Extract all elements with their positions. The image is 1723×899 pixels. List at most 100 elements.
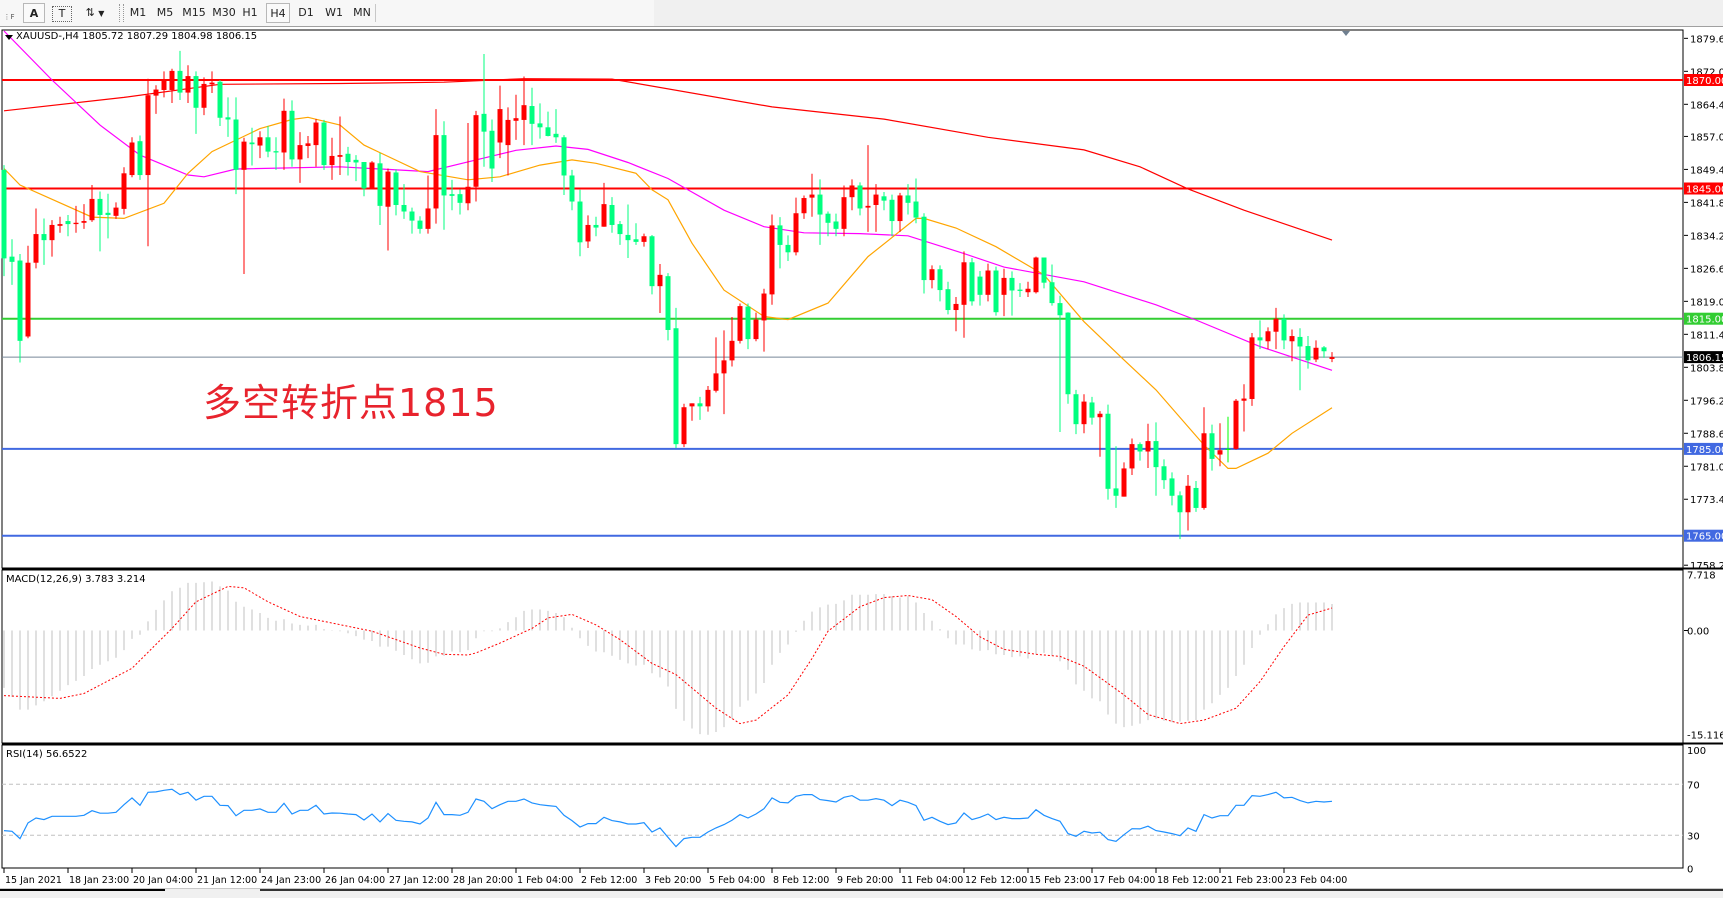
candle bbox=[97, 191, 103, 252]
timeframe-mn-button[interactable]: MN bbox=[353, 6, 371, 19]
text-box-button[interactable]: T bbox=[52, 6, 72, 22]
candle bbox=[313, 119, 319, 167]
candle-body bbox=[513, 118, 519, 121]
candle bbox=[777, 217, 783, 269]
candle bbox=[617, 221, 623, 245]
chart-tab[interactable] bbox=[260, 889, 1723, 899]
candle-body bbox=[1, 169, 7, 259]
candle-body bbox=[1209, 433, 1215, 459]
candle-body bbox=[177, 70, 183, 93]
candle-body bbox=[1105, 413, 1111, 489]
candle-body bbox=[617, 224, 623, 235]
candle bbox=[489, 119, 495, 182]
candle-body bbox=[1073, 394, 1079, 425]
candle-body bbox=[641, 236, 647, 242]
candle-body bbox=[1137, 444, 1143, 452]
candle-body bbox=[1329, 357, 1335, 359]
arrows-button[interactable]: ⇅ ▼ bbox=[80, 3, 110, 23]
candle bbox=[497, 85, 503, 159]
rsi-tick-label: 0 bbox=[1687, 865, 1693, 876]
candle bbox=[1, 165, 7, 277]
rsi-line bbox=[3, 788, 1333, 848]
timeframe-d1-button[interactable]: D1 bbox=[298, 6, 314, 19]
candle bbox=[545, 111, 551, 137]
macd-panel bbox=[1, 569, 1684, 744]
candle bbox=[633, 223, 639, 245]
symbol-menu-icon[interactable] bbox=[5, 35, 13, 40]
chart-shift-icon[interactable] bbox=[1342, 31, 1350, 36]
candle-body bbox=[481, 113, 487, 132]
time-tick-label: 15 Feb 23:00 bbox=[1029, 875, 1091, 886]
candle-body bbox=[1081, 401, 1087, 425]
candle bbox=[193, 71, 199, 134]
candle bbox=[393, 169, 399, 216]
candle bbox=[233, 97, 239, 195]
candle-body bbox=[337, 155, 343, 157]
candle-body bbox=[409, 211, 415, 221]
candle bbox=[465, 122, 471, 211]
candle-body bbox=[1225, 448, 1231, 450]
candle-body bbox=[257, 137, 263, 146]
price-tick-label: 1803.80 bbox=[1690, 363, 1723, 374]
grid-icon[interactable]: ⋮F bbox=[3, 13, 15, 21]
candle-body bbox=[537, 123, 543, 128]
timeframe-m1-button[interactable]: M1 bbox=[129, 6, 147, 19]
candle bbox=[369, 161, 375, 189]
candle-body bbox=[921, 216, 927, 281]
candle bbox=[177, 50, 183, 100]
candle bbox=[409, 207, 415, 234]
candle bbox=[1121, 462, 1127, 497]
time-tick-label: 11 Feb 04:00 bbox=[901, 875, 963, 886]
candle-body bbox=[1241, 398, 1247, 401]
timeframe-h4-button[interactable]: H4 bbox=[266, 3, 290, 23]
candle bbox=[1145, 423, 1151, 468]
price-tick-label: 1872.00 bbox=[1690, 67, 1723, 78]
candle-body bbox=[601, 204, 607, 227]
candle-body bbox=[681, 407, 687, 445]
candle-body bbox=[969, 262, 975, 302]
candle bbox=[17, 254, 23, 363]
candle bbox=[513, 94, 519, 140]
candle-body bbox=[521, 105, 527, 120]
price-label-bg bbox=[1684, 182, 1723, 195]
time-tick-label: 20 Jan 04:00 bbox=[133, 875, 193, 886]
timeframe-w1-button[interactable]: W1 bbox=[325, 6, 343, 19]
candle bbox=[1217, 423, 1223, 467]
candle bbox=[689, 403, 695, 421]
candle bbox=[1161, 459, 1167, 489]
candle-body bbox=[945, 289, 951, 311]
candle bbox=[625, 204, 631, 258]
candle bbox=[385, 168, 391, 251]
candle bbox=[1297, 328, 1303, 391]
candle bbox=[889, 194, 895, 237]
price-tick-label: 1796.20 bbox=[1690, 396, 1723, 407]
candle-body bbox=[961, 262, 967, 305]
candle-body bbox=[769, 225, 775, 295]
timeframe-m15-button[interactable]: M15 bbox=[182, 6, 206, 19]
candle-body bbox=[217, 81, 223, 118]
candle-body bbox=[985, 270, 991, 295]
text-label-button[interactable]: A bbox=[23, 3, 45, 23]
price-tick-label: 1879.60 bbox=[1690, 34, 1723, 45]
candle bbox=[425, 175, 431, 234]
timeframe-h1-button[interactable]: H1 bbox=[242, 6, 258, 19]
candle bbox=[657, 264, 663, 314]
candle-body bbox=[49, 224, 55, 241]
candle bbox=[281, 98, 287, 170]
candle bbox=[113, 202, 119, 219]
candle-body bbox=[1097, 413, 1103, 418]
chart-tab[interactable] bbox=[0, 889, 165, 899]
text-box-icon: T bbox=[58, 7, 66, 20]
timeframe-m5-button[interactable]: M5 bbox=[156, 6, 174, 19]
candle-body bbox=[569, 175, 575, 202]
chart-tabs-bar bbox=[0, 888, 1723, 898]
time-tick-label: 18 Jan 23:00 bbox=[69, 875, 129, 886]
candle bbox=[785, 235, 791, 261]
candle bbox=[249, 127, 255, 166]
candle-body bbox=[841, 197, 847, 229]
candle bbox=[1105, 404, 1111, 500]
candle bbox=[1329, 352, 1335, 363]
timeframe-m30-button[interactable]: M30 bbox=[212, 6, 236, 19]
candle bbox=[553, 109, 559, 143]
